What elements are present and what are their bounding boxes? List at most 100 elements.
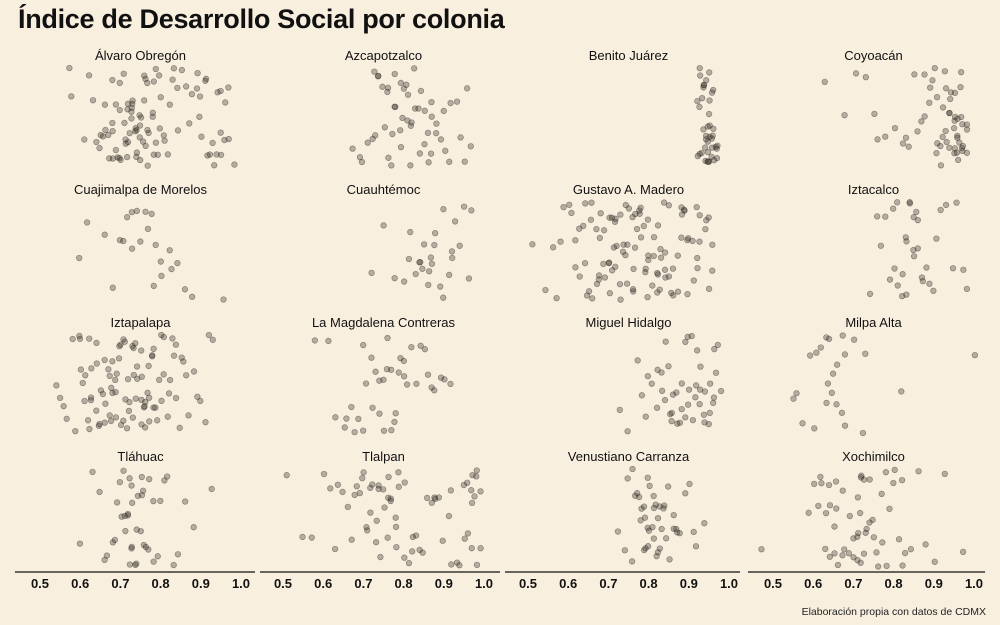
data-point [427,254,435,261]
data-point [380,222,387,229]
data-point [106,412,113,419]
data-point [145,129,152,137]
data-point [412,532,420,539]
data-point [702,136,710,143]
chart-title: Índice de Desarrollo Social por colonia [18,4,505,34]
data-point [453,559,461,566]
data-point [652,501,659,508]
data-point [678,405,685,413]
data-point [825,481,833,489]
data-point [72,427,79,435]
data-point [954,134,961,141]
data-point [107,417,115,425]
data-point [660,199,668,206]
data-point [144,79,151,87]
data-point [712,143,719,151]
data-point [937,142,944,150]
data-point [863,525,870,533]
data-point [161,477,168,484]
data-point [825,335,833,343]
data-point [959,121,966,128]
data-point [428,98,435,106]
data-point [923,264,930,271]
data-point [160,371,167,378]
data-point [149,109,156,116]
panel-title: Cuajimalpa de Morelos [74,182,207,197]
data-point [456,242,463,249]
data-point [678,234,685,241]
x-tick-label: 0.9 [680,576,698,591]
data-point [101,556,108,564]
panel-title: Coyoacán [844,48,903,63]
data-point [702,144,709,151]
data-point [385,494,392,501]
data-point [356,154,364,161]
data-point [364,527,371,534]
data-point [383,365,391,373]
data-point [358,158,366,166]
data-point [182,498,189,505]
data-point [694,97,701,105]
data-point [708,135,716,142]
data-point [113,499,121,506]
data-point [696,238,703,245]
data-point [709,132,716,139]
data-point [869,516,876,524]
data-point [121,512,129,520]
data-point [180,358,187,365]
data-point [692,394,699,401]
data-point [114,154,121,161]
data-point [417,342,424,349]
data-point [401,479,408,486]
data-point [311,337,318,344]
data-point [155,72,163,79]
data-point [709,241,716,248]
data-point [811,425,818,432]
data-point [954,156,962,164]
data-point [956,139,963,146]
data-point [141,72,148,79]
data-point [353,483,360,490]
data-point [611,218,619,225]
data-point [572,264,579,271]
data-point [708,89,716,96]
data-point [708,153,715,160]
data-point [128,115,135,122]
data-point [461,535,468,542]
data-point [105,131,112,139]
data-point [758,546,765,553]
data-point [411,105,419,112]
data-point [400,85,408,92]
data-point [913,208,920,216]
data-point [122,140,129,147]
data-point [846,512,854,520]
data-point [137,238,144,245]
data-point [631,244,639,251]
data-point [156,125,163,132]
panel-title: Tláhuac [117,449,164,464]
data-point [112,389,119,396]
data-point [875,563,882,570]
data-point [930,287,937,294]
data-point [593,280,601,288]
data-point [392,514,399,521]
data-point [421,107,428,114]
data-point [637,234,645,241]
data-point [374,73,382,80]
data-point [624,428,631,435]
data-point [126,475,133,482]
data-point [139,487,147,494]
data-point [115,355,123,362]
data-point [428,384,435,391]
data-point [214,89,221,96]
data-point [946,109,953,117]
data-point [638,505,645,512]
data-point [656,503,663,510]
data-point [662,338,669,345]
data-point [854,533,861,540]
data-point [595,272,603,279]
data-point [656,286,663,293]
data-point [141,424,149,431]
data-point [460,481,467,489]
